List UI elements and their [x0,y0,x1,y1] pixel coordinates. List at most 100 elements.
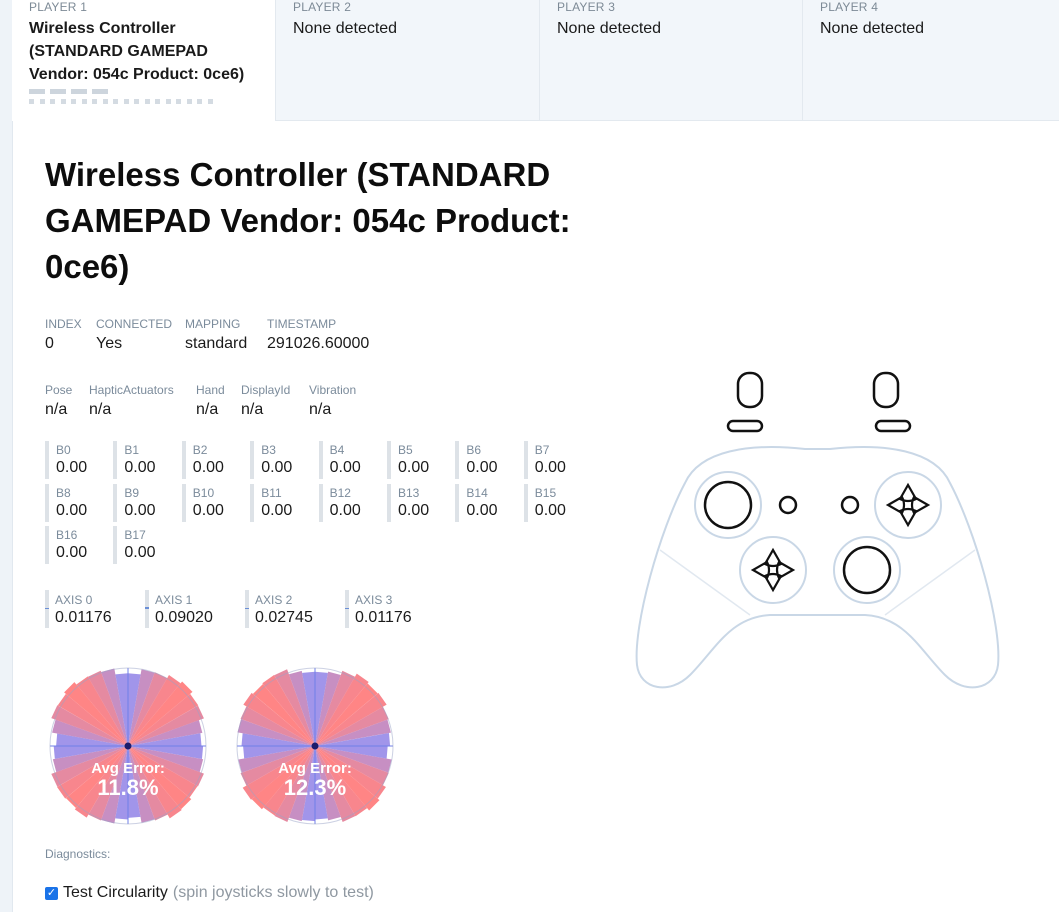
error-wedge [128,720,203,746]
error-wedge [315,746,389,786]
error-wedge [243,692,315,746]
tab-label: PLAYER 4 [820,0,879,14]
button-b6: B6 0.00 [455,441,517,479]
tab-controller-name: Wireless Controller (STANDARD GAMEPAD Ve… [29,20,245,83]
error-wedge [128,693,199,746]
error-wedge [301,746,315,822]
error-wedge [315,670,356,746]
right-bumper [874,419,912,433]
error-wedge [262,675,315,746]
error-wedge [52,746,128,773]
error-wedge [128,746,168,821]
left-edge-strip [0,0,13,912]
error-wedge [274,669,315,746]
button-b14: B14 0.00 [455,483,517,522]
error-wedge [251,746,315,810]
error-wedge [315,732,391,746]
tab-player-2[interactable]: PLAYER 2 None detected [275,0,539,121]
error-wedge [315,746,386,799]
error-wedge [57,746,128,799]
tab-label: PLAYER 1 [29,0,88,14]
error-wedge [76,676,128,746]
button-b11: B11 0.00 [250,483,312,522]
error-wedge [128,746,204,773]
error-wedge [302,671,315,746]
tab-player-3[interactable]: PLAYER 3 None detected [539,0,803,121]
left-stick [703,480,753,530]
error-wedge [243,746,315,759]
dpad [750,547,796,593]
tab-player-4[interactable]: PLAYER 4 None detected [802,0,1059,121]
error-wedge [51,705,128,746]
error-wedge [128,746,204,787]
error-wedge [88,746,128,821]
error-wedge [128,746,141,818]
circularity-chart-left: Avg Error: 11.8% [45,663,211,834]
error-wedge [315,746,341,821]
button-b12: B12 0.00 [318,483,381,522]
error-wedge [51,746,128,787]
error-wedge [315,683,378,746]
checkbox-icon[interactable]: ✓ [45,886,58,900]
test-circularity-label[interactable]: Test Circularity [63,884,168,901]
error-wedge [101,746,128,824]
error-wedge [128,672,168,746]
error-wedge [52,719,128,746]
button-b7: B7 0.00 [523,441,586,479]
select-button [778,495,798,515]
error-wedge [128,746,182,819]
error-wedge [315,746,368,817]
error-wedge [237,719,315,746]
error-wedge [128,681,193,746]
error-wedge [87,670,128,746]
button-b0: B0 0.00 [45,441,107,479]
error-wedge [240,706,315,746]
test-circularity-hint: (spin joysticks slowly to test) [172,884,374,901]
button-b4: B4 0.00 [318,441,381,479]
circularity-chart-right: Avg Error: 12.3% [232,663,398,834]
error-wedge [128,746,198,798]
error-wedge [128,675,181,746]
error-wedge [128,746,155,823]
avg-error-value: 11.8% [97,775,158,800]
button-b10: B10 0.00 [181,483,244,522]
info-display-id: DisplayId n/a [241,383,291,418]
gamepad-buttons [703,371,931,595]
error-wedge [128,673,141,746]
test-circularity-row[interactable]: ✓ Test Circularity (spin joysticks slowl… [45,884,374,902]
player-tabs: PLAYER 1 Wireless Controller (STANDARD G… [12,0,1059,121]
diagnostics-label: Diagnostics: [45,847,111,861]
error-wedge [288,670,315,746]
error-wedge [128,705,204,746]
tab-player-1[interactable]: PLAYER 1 Wireless Controller (STANDARD G… [12,0,275,121]
info-timestamp: TIMESTAMP 291026.60000 [267,317,370,352]
error-wedge [315,746,392,773]
tab-controller-name: None detected [820,20,925,37]
info-hand: Hand n/a [196,383,225,418]
controller-title: Wireless Controller (STANDARD GAMEPAD Ve… [45,156,571,285]
error-wedge [315,746,356,822]
error-wedge [315,746,328,820]
error-wedge [288,746,315,822]
error-wedge [128,746,204,760]
info-pose: Pose n/a [45,383,73,418]
error-wedge [74,746,128,818]
button-b2: B2 0.00 [181,441,244,479]
error-wedge [238,746,315,773]
button-status-indicator [29,89,219,107]
button-b3: B3 0.00 [250,441,312,479]
button-b17: B17 0.00 [113,526,175,564]
button-b5: B5 0.00 [387,441,449,479]
avg-error-label: Avg Error: [278,760,352,777]
error-wedge [241,733,315,746]
error-wedge [65,746,128,809]
error-wedge [64,682,128,746]
start-button [840,495,860,515]
tab-controller-name: None detected [557,20,662,37]
error-wedge [315,719,391,746]
axis-2: AXIS 2 0.02745 [245,590,313,628]
error-wedge [115,746,128,820]
error-wedge [315,673,369,746]
button-b1: B1 0.00 [113,441,175,479]
axis-1: AXIS 1 0.09020 [145,590,213,628]
